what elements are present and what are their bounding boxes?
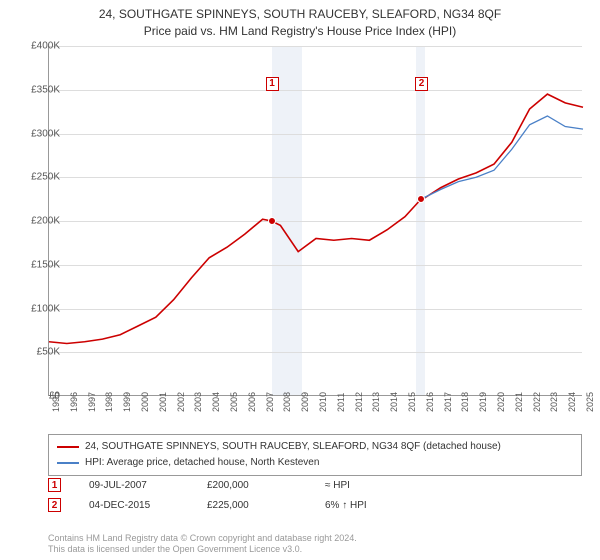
- y-axis-label: £150K: [31, 259, 60, 270]
- x-axis-label: 2010: [318, 392, 328, 412]
- x-axis-label: 2000: [140, 392, 150, 412]
- chart-marker-1: 1: [266, 77, 279, 91]
- y-axis-label: £400K: [31, 41, 60, 52]
- x-axis-label: 2008: [282, 392, 292, 412]
- transaction-price-2: £225,000: [207, 500, 297, 511]
- y-axis-label: £350K: [31, 84, 60, 95]
- x-axis-label: 2014: [389, 392, 399, 412]
- x-axis-label: 2024: [567, 392, 577, 412]
- chart-dot-2: [417, 195, 425, 203]
- footer: Contains HM Land Registry data © Crown c…: [48, 533, 357, 556]
- x-axis-label: 2003: [193, 392, 203, 412]
- x-axis-label: 1999: [122, 392, 132, 412]
- transaction-date-1: 09-JUL-2007: [89, 480, 179, 491]
- y-axis-label: £250K: [31, 172, 60, 183]
- series-property: [49, 94, 583, 343]
- transaction-date-2: 04-DEC-2015: [89, 500, 179, 511]
- x-axis-label: 2004: [211, 392, 221, 412]
- chart-plot-area: 12: [48, 46, 582, 396]
- x-axis-label: 2020: [496, 392, 506, 412]
- x-axis-label: 2013: [371, 392, 381, 412]
- legend-label-hpi: HPI: Average price, detached house, Nort…: [85, 455, 319, 471]
- title-line-2: Price paid vs. HM Land Registry's House …: [0, 23, 600, 40]
- footer-line-2: This data is licensed under the Open Gov…: [48, 544, 357, 556]
- legend-item-property: 24, SOUTHGATE SPINNEYS, SOUTH RAUCEBY, S…: [57, 439, 573, 455]
- y-axis-label: £100K: [31, 303, 60, 314]
- transaction-price-1: £200,000: [207, 480, 297, 491]
- y-axis-label: £200K: [31, 216, 60, 227]
- x-axis-label: 2005: [229, 392, 239, 412]
- transaction-row-2: 2 04-DEC-2015 £225,000 6% ↑ HPI: [48, 498, 582, 512]
- footer-line-1: Contains HM Land Registry data © Crown c…: [48, 533, 357, 545]
- series-hpi: [421, 116, 583, 199]
- x-axis-label: 1998: [104, 392, 114, 412]
- transaction-row-1: 1 09-JUL-2007 £200,000 ≈ HPI: [48, 478, 582, 492]
- x-axis-label: 2017: [443, 392, 453, 412]
- x-axis-label: 2012: [354, 392, 364, 412]
- legend: 24, SOUTHGATE SPINNEYS, SOUTH RAUCEBY, S…: [48, 434, 582, 476]
- x-axis-label: 2016: [425, 392, 435, 412]
- title-block: 24, SOUTHGATE SPINNEYS, SOUTH RAUCEBY, S…: [0, 0, 600, 40]
- chart-container: 24, SOUTHGATE SPINNEYS, SOUTH RAUCEBY, S…: [0, 0, 600, 560]
- x-axis-labels: 1995199619971998199920002001200220032004…: [48, 400, 582, 430]
- x-axis-label: 2001: [158, 392, 168, 412]
- x-axis-label: 2011: [336, 393, 346, 412]
- y-axis-label: £0: [49, 391, 60, 402]
- transaction-marker-1: 1: [48, 478, 61, 492]
- chart-svg: [49, 46, 582, 395]
- transaction-comparison-2: 6% ↑ HPI: [325, 500, 415, 511]
- x-axis-label: 2007: [265, 392, 275, 412]
- legend-swatch-property: [57, 446, 79, 448]
- transaction-comparison-1: ≈ HPI: [325, 480, 415, 491]
- x-axis-label: 2006: [247, 392, 257, 412]
- x-axis-label: 2021: [514, 392, 524, 412]
- chart-marker-2: 2: [415, 77, 428, 91]
- x-axis-label: 2009: [300, 392, 310, 412]
- x-axis-label: 2022: [532, 392, 542, 412]
- x-axis-label: 1996: [69, 392, 79, 412]
- legend-item-hpi: HPI: Average price, detached house, Nort…: [57, 455, 573, 471]
- y-axis-label: £50K: [37, 347, 60, 358]
- x-axis-label: 2018: [460, 392, 470, 412]
- x-axis-label: 2019: [478, 392, 488, 412]
- transaction-marker-2: 2: [48, 498, 61, 512]
- x-axis-label: 2015: [407, 392, 417, 412]
- legend-label-property: 24, SOUTHGATE SPINNEYS, SOUTH RAUCEBY, S…: [85, 439, 501, 455]
- title-line-1: 24, SOUTHGATE SPINNEYS, SOUTH RAUCEBY, S…: [0, 6, 600, 23]
- x-axis-label: 2025: [585, 392, 595, 412]
- chart-dot-1: [268, 217, 276, 225]
- y-axis-label: £300K: [31, 128, 60, 139]
- x-axis-label: 2023: [549, 392, 559, 412]
- x-axis-label: 2002: [176, 392, 186, 412]
- legend-swatch-hpi: [57, 462, 79, 464]
- x-axis-label: 1997: [87, 392, 97, 412]
- transactions-table: 1 09-JUL-2007 £200,000 ≈ HPI 2 04-DEC-20…: [48, 478, 582, 518]
